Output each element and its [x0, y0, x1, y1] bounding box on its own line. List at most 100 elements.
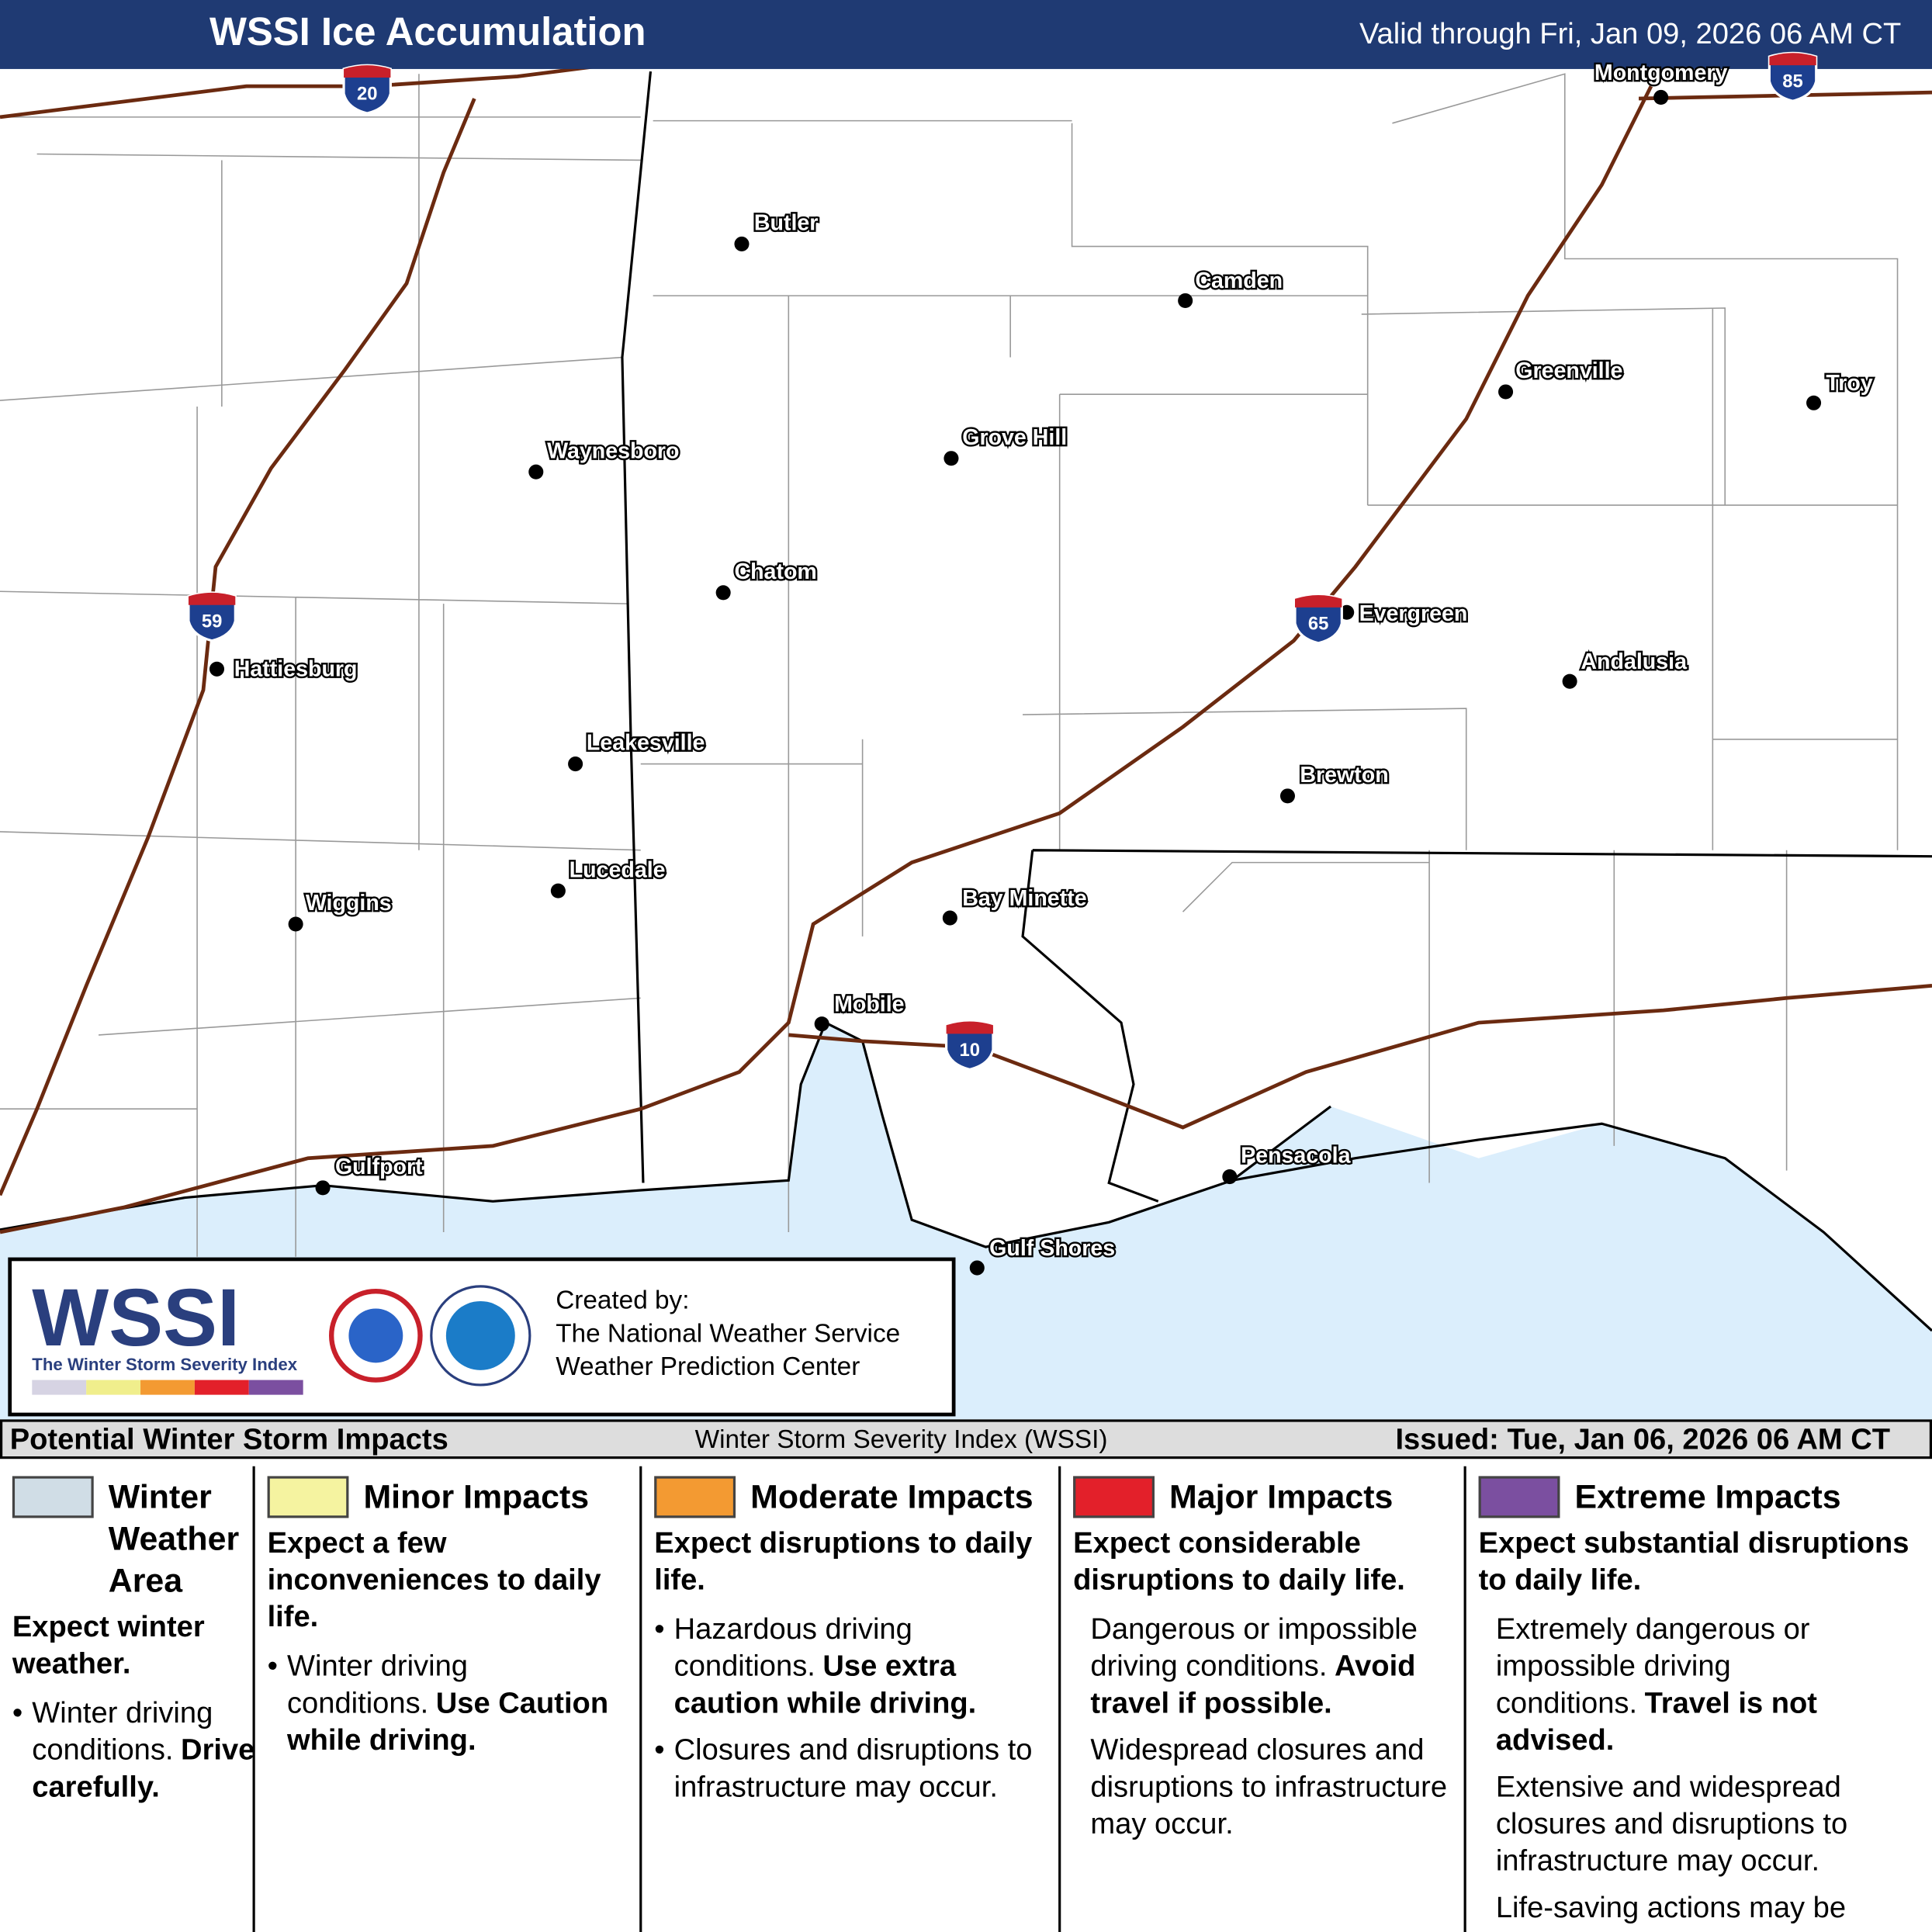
interstate-shield: 10: [945, 1020, 995, 1072]
wssi-color-bar: [32, 1380, 303, 1395]
city-label: Bay Minette: [962, 886, 1086, 911]
legend-item-bold: Travel is not advised.: [1495, 1686, 1818, 1757]
legend-title: Potential Winter Storm Impacts: [9, 1423, 448, 1457]
legend-column: Extreme Impacts Expect substantial disrup…: [1466, 1466, 1932, 1932]
shield-number: 20: [357, 84, 378, 105]
city-dot: [1178, 293, 1193, 309]
city-dot: [1339, 604, 1355, 620]
legend-item-bold: Use Caution while driving.: [287, 1686, 609, 1757]
city-label: Evergreen: [1359, 601, 1468, 626]
legend-summary: Expect disruptions to daily life.: [654, 1526, 1033, 1598]
city-label: Montgomery: [1594, 61, 1728, 85]
shield-number: 85: [1782, 71, 1803, 92]
legend-item-text: Winter driving conditions.: [32, 1696, 213, 1768]
header-bar: [0, 0, 1932, 69]
legend-item: Closures and disruptions to infrastructu…: [654, 1733, 1054, 1806]
legend-swatch: [1478, 1476, 1560, 1518]
legend-item: Hazardous driving conditions.Use extra c…: [654, 1612, 1054, 1723]
legend-item-text: Dangerous or impossible driving conditio…: [1090, 1612, 1418, 1684]
legend-category-name: Minor Impacts: [363, 1478, 590, 1516]
legend-summary: Expect winter weather.: [12, 1610, 205, 1681]
city-label: Leakesville: [587, 731, 705, 756]
credit-line1: The National Weather Service: [556, 1319, 900, 1348]
city-dot: [288, 916, 303, 932]
city-dot: [942, 910, 957, 926]
city-dot: [715, 585, 731, 601]
legend-category-name: Major Impacts: [1169, 1478, 1394, 1516]
city-dot: [969, 1260, 985, 1276]
wssi-logo-subtitle: The Winter Storm Severity Index: [32, 1355, 297, 1374]
legend: Potential Winter Storm Impacts Winter St…: [0, 1419, 1932, 1932]
legend-item: Dangerous or impossible driving conditio…: [1073, 1612, 1459, 1723]
legend-column: Winter Weather Area Expect winter weather…: [0, 1466, 255, 1932]
nws-logo-center: [348, 1308, 403, 1363]
legend-column: Minor Impacts Expect a few inconveniences…: [255, 1466, 642, 1932]
legend-summary: Expect a few inconveniences to daily lif…: [267, 1526, 601, 1634]
legend-item: Winter driving conditions.Drive carefull…: [12, 1695, 255, 1806]
interstate-shield: 20: [342, 64, 392, 115]
city-label: Gulfport: [335, 1155, 423, 1179]
city-label: Andalusia: [1581, 649, 1688, 674]
interstate-shield: 85: [1768, 51, 1818, 102]
legend-item: Extremely dangerous or impossible drivin…: [1479, 1612, 1927, 1760]
interstate-shield: 59: [187, 591, 237, 642]
city-dot: [1222, 1169, 1238, 1185]
legend-header: Potential Winter Storm Impacts Winter St…: [0, 1419, 1932, 1459]
interstate-shield: 65: [1293, 594, 1343, 645]
city-label: Chatom: [734, 559, 816, 584]
credit-created-by: Created by:: [556, 1286, 689, 1314]
shield-top: [344, 65, 391, 78]
shield-number: 65: [1308, 613, 1329, 634]
shield-number: 10: [960, 1040, 980, 1061]
legend-item-text: Extensive and widespread closures and di…: [1495, 1770, 1848, 1878]
city-label: Wiggins: [306, 891, 392, 916]
legend-item: Widespread closures and disruptions to i…: [1073, 1733, 1459, 1844]
legend-item: Winter driving conditions.Use Caution wh…: [268, 1649, 635, 1760]
shield-top: [1294, 595, 1342, 608]
city-dot: [1498, 384, 1514, 400]
city-dot: [528, 464, 544, 480]
noaa-logo-center: [445, 1300, 515, 1370]
legend-item-text: Widespread closures and disruptions to i…: [1090, 1733, 1448, 1841]
city-dot: [315, 1180, 331, 1196]
county-lines: [0, 73, 1899, 1257]
legend-column: Moderate Impacts Expect disruptions to da…: [642, 1466, 1061, 1932]
city-label: Lucedale: [570, 857, 666, 882]
city-dot: [1562, 673, 1577, 689]
legend-category-name: Winter Weather Area: [108, 1478, 240, 1600]
city-label: Waynesboro: [547, 438, 679, 463]
city-dot: [943, 451, 959, 466]
city-label: Pensacola: [1241, 1144, 1351, 1169]
city-dot: [1653, 89, 1669, 105]
legend-item-text: Life-saving actions may be needed.: [1495, 1891, 1847, 1932]
city-dot: [209, 661, 225, 677]
city-dot: [568, 757, 583, 772]
legend-column: Major Impacts Expect considerable disrupt…: [1061, 1466, 1466, 1932]
legend-subtitle: Winter Storm Severity Index (WSSI): [694, 1425, 1108, 1454]
legend-item: Life-saving actions may be needed.: [1479, 1890, 1927, 1932]
city-dot: [1806, 395, 1822, 410]
credit-line2: Weather Prediction Center: [556, 1352, 860, 1381]
city-label: Greenville: [1515, 358, 1622, 383]
city-dot: [734, 236, 750, 251]
legend-category-name: Extreme Impacts: [1574, 1478, 1841, 1516]
city-label: Camden: [1195, 268, 1283, 293]
legend-summary: Expect considerable disruptions to daily…: [1073, 1526, 1405, 1598]
legend-item-bold: Avoid travel if possible.: [1090, 1650, 1416, 1720]
header-valid: Valid through Fri, Jan 09, 2026 06 AM CT: [1359, 18, 1901, 50]
shield-top: [1769, 53, 1816, 66]
legend-category-name: Moderate Impacts: [750, 1478, 1034, 1516]
legend-swatch: [1073, 1476, 1155, 1518]
wssi-logo: WSSI: [32, 1272, 240, 1363]
city-label: Mobile: [834, 992, 905, 1016]
city-label: Hattiesburg: [234, 656, 358, 681]
city-label: Troy: [1826, 371, 1872, 396]
state-lines: [621, 71, 1932, 1203]
legend-issued: Issued: Tue, Jan 06, 2026 06 AM CT: [1395, 1423, 1891, 1457]
city-label: Gulf Shores: [989, 1236, 1115, 1261]
city-label: Butler: [754, 211, 819, 236]
city-dot: [550, 883, 566, 898]
legend-item-text: Extremely dangerous or impossible drivin…: [1495, 1612, 1810, 1720]
city-dot: [1279, 788, 1295, 804]
